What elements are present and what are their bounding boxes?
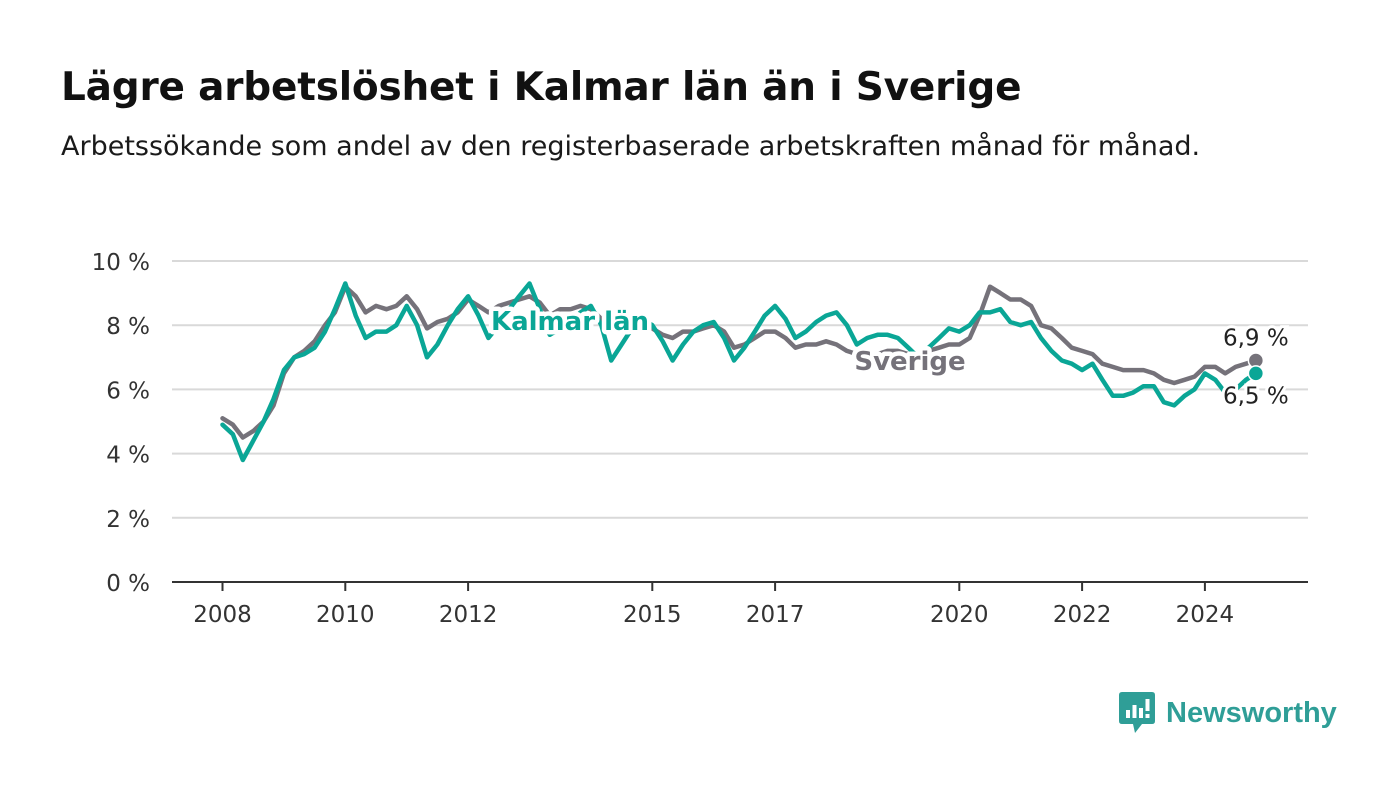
end-value-label-sverige: 6,9 % bbox=[1223, 326, 1289, 352]
y-tick-label: 4 % bbox=[106, 443, 150, 469]
x-tick-label: 2010 bbox=[316, 602, 375, 628]
x-tick-label: 2024 bbox=[1176, 602, 1235, 628]
newsworthy-logo-icon bbox=[1119, 692, 1155, 733]
y-tick-label: 6 % bbox=[106, 378, 150, 404]
x-tick-label: 2012 bbox=[439, 602, 498, 628]
brand-name: Newsworthy bbox=[1166, 696, 1337, 729]
x-tick-label: 2022 bbox=[1053, 602, 1112, 628]
x-tick-label: 2015 bbox=[623, 602, 682, 628]
x-tick-label: 2020 bbox=[930, 602, 989, 628]
y-tick-label: 0 % bbox=[106, 571, 150, 597]
x-tick-label: 2008 bbox=[193, 602, 252, 628]
end-value-label-kalmar: 6,5 % bbox=[1223, 383, 1289, 409]
y-tick-label: 10 % bbox=[92, 250, 150, 276]
x-tick-label: 2017 bbox=[746, 602, 805, 628]
chart-subtitle: Arbetssökande som andel av den registerb… bbox=[61, 131, 1201, 162]
series-label-sverige: Sverige bbox=[854, 347, 965, 377]
y-tick-label: 2 % bbox=[106, 507, 150, 533]
series-line-kalmar bbox=[220, 281, 1259, 463]
end-point-kalmar bbox=[1247, 365, 1265, 382]
series-line-sverige bbox=[220, 284, 1259, 440]
series-label-kalmar: Kalmar län bbox=[491, 307, 649, 337]
y-tick-label: 8 % bbox=[106, 314, 150, 340]
chart-title: Lägre arbetslöshet i Kalmar län än i Sve… bbox=[61, 65, 1022, 110]
brand[interactable]: Newsworthy bbox=[1118, 690, 1337, 736]
